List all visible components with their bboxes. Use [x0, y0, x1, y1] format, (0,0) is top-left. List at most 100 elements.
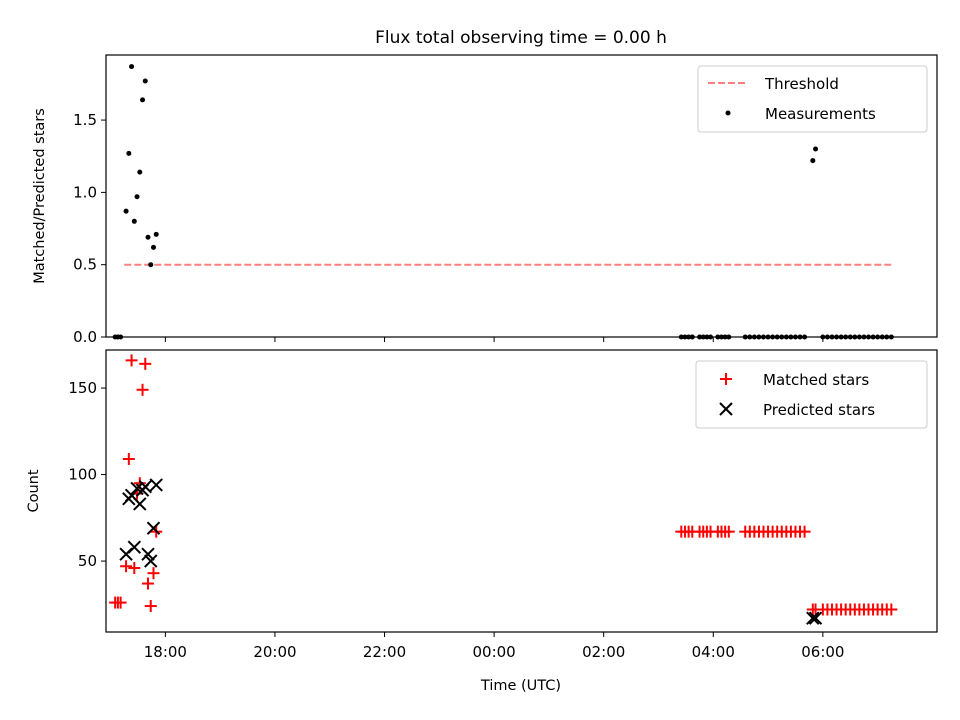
x-tick-label: 04:00: [692, 643, 735, 661]
matched-star-point: [798, 525, 811, 538]
measurement-point: [145, 234, 151, 240]
measurement-point: [813, 146, 819, 152]
measurement-point: [852, 334, 858, 340]
measurement-point: [747, 334, 753, 340]
matched-star-point: [136, 383, 149, 396]
measurement-point: [888, 334, 894, 340]
measurement-point: [689, 334, 695, 340]
measurement-point: [153, 231, 159, 237]
predicted-star-stroke-b: [149, 478, 163, 492]
matched-star-point: [114, 596, 127, 609]
measurement-point: [765, 334, 771, 340]
measurement-point: [142, 78, 148, 84]
measurement-point: [686, 334, 692, 340]
measurement-point: [866, 334, 872, 340]
matched-star-point: [142, 577, 155, 590]
matched-star-point: [885, 603, 898, 616]
predicted-star-point: [144, 554, 158, 568]
measurement-point: [697, 334, 703, 340]
measurement-point: [838, 334, 844, 340]
bottom-y-tick-label: 100: [68, 466, 97, 484]
measurement-point: [875, 334, 881, 340]
measurement-point: [856, 334, 862, 340]
predicted-star-stroke-b: [130, 481, 144, 496]
measurement-point: [134, 194, 140, 200]
measurement-point: [788, 334, 794, 340]
predicted-star-stroke-b: [133, 497, 147, 511]
measurement-point: [792, 334, 798, 340]
measurement-point: [715, 334, 721, 340]
measurement-point: [118, 334, 124, 340]
measurement-point: [148, 262, 154, 268]
matched-legend-swatch: [720, 373, 732, 385]
top-chart-title: Flux total observing time = 0.00 h: [375, 28, 667, 48]
top-y-tick-label: 1.0: [73, 183, 97, 201]
measurement-point: [834, 334, 840, 340]
measurement-point: [126, 150, 132, 156]
bottom-y-tick-label: 50: [78, 552, 97, 570]
x-tick-label: 20:00: [253, 643, 296, 661]
measurement-point: [810, 158, 816, 164]
bottom-legend-frame: [695, 360, 928, 429]
predicted-star-point: [806, 611, 820, 625]
predicted-star-point: [138, 479, 152, 494]
measurement-point: [742, 334, 748, 340]
bottom-y-axis: 50 100 150: [68, 379, 106, 570]
bottom-y-axis-label: Count: [26, 469, 42, 512]
predicted-legend-swatch: [719, 402, 733, 416]
bottom-y-tick-label: 150: [68, 379, 97, 397]
predicted-star-point: [127, 540, 142, 554]
matched-star-point: [125, 354, 138, 367]
bottom-series-marks: [109, 354, 898, 625]
top-series-marks: [112, 64, 894, 340]
predicted-star-stroke-b: [127, 540, 142, 554]
measurement-point: [140, 97, 146, 103]
measurement-point: [783, 334, 789, 340]
top-y-axis-label: Matched/Predicted stars: [32, 108, 48, 284]
predicted-star-point: [149, 478, 163, 492]
predicted-star-point: [808, 611, 823, 625]
top-plot-area: [105, 54, 938, 338]
measurement-point: [682, 334, 688, 340]
predicted-star-stroke-b: [808, 611, 823, 625]
predicted-star-stroke-b: [144, 554, 158, 568]
measurement-point: [150, 244, 156, 250]
x-tick-label: 02:00: [582, 643, 625, 661]
top-legend: Threshold Measurements: [697, 65, 928, 133]
measurement-point: [722, 334, 728, 340]
measurement-point: [726, 334, 732, 340]
measurement-point: [751, 334, 757, 340]
measurement-point: [760, 334, 766, 340]
x-tick-label: 18:00: [144, 643, 187, 661]
matched-star-point: [147, 567, 160, 580]
measurement-point: [123, 208, 129, 214]
predicted-star-stroke-b: [141, 547, 155, 561]
predicted-star-stroke-b: [806, 611, 820, 625]
measurement-point: [820, 334, 826, 340]
measurement-point: [870, 334, 876, 340]
measurement-point: [847, 334, 853, 340]
measurement-point: [770, 334, 776, 340]
measurement-point: [774, 334, 780, 340]
bottom-legend: Matched stars Predicted stars: [695, 360, 928, 429]
measurement-point: [131, 218, 137, 224]
measurements-legend-label: Measurements: [765, 105, 876, 123]
top-y-axis: 0.0 0.5 1.0 1.5: [73, 111, 106, 346]
top-y-tick-label: 0.0: [73, 328, 97, 346]
measurements-legend-swatch: [725, 110, 731, 116]
measurement-point: [843, 334, 849, 340]
measurement-point: [678, 334, 684, 340]
matched-star-point: [128, 561, 141, 574]
x-tick-label: 22:00: [363, 643, 406, 661]
bottom-x-axis-label: Time (UTC): [480, 678, 561, 694]
measurement-point: [704, 334, 710, 340]
x-tick-label: 06:00: [801, 643, 844, 661]
matched-star-point: [722, 525, 735, 538]
measurement-point: [829, 334, 835, 340]
predicted-star-stroke-b: [124, 488, 139, 503]
predicted-star-point: [146, 521, 161, 535]
measurement-point: [879, 334, 885, 340]
matched-star-point: [139, 357, 152, 370]
matched-star-point: [144, 600, 157, 613]
